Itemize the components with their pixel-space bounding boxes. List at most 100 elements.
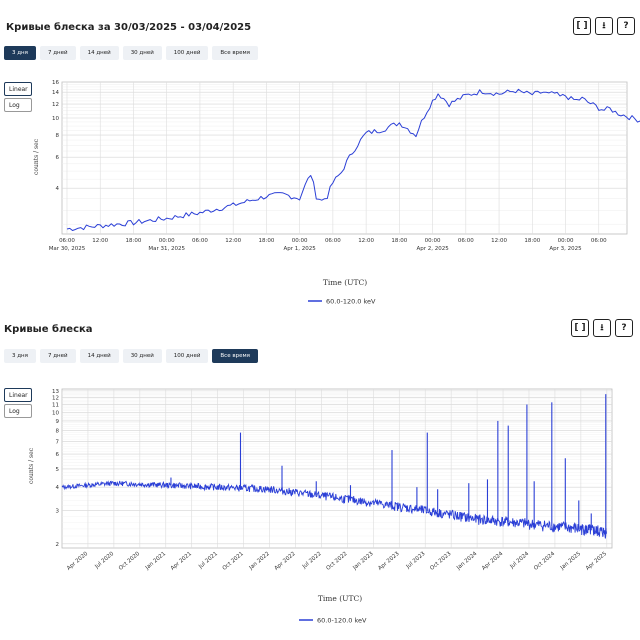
x-tick-label: 18:00: [126, 238, 142, 244]
x-tick-label: 00:00: [425, 238, 441, 244]
series-line[interactable]: [61, 480, 607, 539]
x-tick-label: 12:00: [491, 238, 507, 244]
y-axis-label: counts / sec: [28, 447, 35, 484]
x-tick-label: Jul 2020: [93, 551, 115, 571]
y-tick-label: 13: [52, 389, 59, 395]
range-tab[interactable]: 3 дня: [4, 46, 36, 60]
x-tick-label: Jan 2023: [351, 551, 375, 572]
y-tick-label: 6: [56, 452, 60, 458]
x-tick-label: 18:00: [524, 238, 540, 244]
range-tabs: 3 дня 7 дней 14 дней 30 дней 100 дней Все вре…: [4, 349, 258, 363]
x-tick-label: 12:00: [92, 238, 108, 244]
x-tick-label: 00:00: [292, 238, 308, 244]
y-tick-label: 6: [56, 155, 60, 161]
y-axis-label: counts / sec: [33, 138, 40, 175]
x-axis-label: Time (UTC): [323, 278, 367, 287]
scale-toggle: Linear Log: [4, 82, 32, 112]
plot-area: [61, 388, 613, 549]
panel-toolbar: [ ] ⭳?: [571, 319, 633, 337]
x-tick-label: 00:00: [159, 238, 175, 244]
y-tick-label: 7: [56, 439, 60, 445]
x-tick-label: Apr 2020: [66, 551, 90, 572]
x-date-label: Apr 1, 2025: [284, 246, 317, 252]
range-tabs: 3 дня 7 дней 14 дней 30 дней 100 дней Все вре…: [4, 46, 258, 60]
scale-button-linear[interactable]: Linear: [4, 82, 32, 96]
scale-button-log[interactable]: Log: [4, 98, 32, 112]
x-tick-label: Oct 2024: [533, 551, 557, 572]
x-date-label: Mar 30, 2025: [49, 246, 86, 252]
x-tick-label: Jan 2022: [248, 551, 271, 572]
light-curve-chart: counts / sec Time (UTC) 60.0-120.0 keV 4…: [33, 80, 640, 306]
range-tab[interactable]: 30 дней: [122, 349, 162, 363]
range-tab[interactable]: 100 дней: [165, 349, 209, 363]
y-tick-label: 3: [56, 509, 60, 515]
x-tick-label: Apr 2025: [585, 551, 609, 572]
x-tick-label: Jul 2024: [508, 551, 530, 571]
fullscreen-icon[interactable]: [ ]: [573, 17, 591, 35]
plot-area: [61, 81, 628, 235]
x-tick-label: Oct 2021: [222, 551, 245, 572]
x-tick-label: Oct 2020: [118, 551, 142, 572]
range-tab[interactable]: 14 дней: [79, 349, 119, 363]
x-tick-label: Jan 2025: [559, 551, 583, 572]
range-tab[interactable]: 30 дней: [122, 46, 162, 60]
scale-button-log[interactable]: Log: [4, 404, 32, 418]
y-tick-label: 8: [56, 429, 60, 435]
range-tab[interactable]: 7 дней: [39, 349, 76, 363]
x-tick-label: Jul 2022: [301, 551, 323, 571]
y-tick-label: 2: [56, 542, 60, 548]
range-tab[interactable]: Все время: [212, 349, 258, 363]
x-tick-label: Apr 2021: [170, 551, 193, 572]
x-tick-label: Jan 2021: [144, 551, 167, 572]
help-icon[interactable]: ?: [617, 17, 635, 35]
x-date-label: Apr 2, 2025: [416, 246, 449, 252]
x-tick-label: Jul 2023: [405, 551, 427, 571]
x-tick-label: 06:00: [591, 238, 607, 244]
legend-label[interactable]: 60.0-120.0 keV: [317, 617, 367, 625]
x-tick-label: 12:00: [358, 238, 374, 244]
x-tick-label: 06:00: [458, 238, 474, 244]
x-tick-label: 18:00: [258, 238, 274, 244]
x-tick-label: Oct 2022: [325, 551, 348, 572]
y-tick-label: 5: [56, 467, 60, 473]
x-tick-label: 06:00: [325, 238, 341, 244]
x-tick-label: Oct 2023: [429, 551, 453, 572]
range-tab[interactable]: 3 дня: [4, 349, 36, 363]
x-axis-label: Time (UTC): [318, 594, 362, 603]
y-tick-label: 10: [52, 410, 59, 416]
y-tick-label: 9: [56, 419, 60, 425]
x-tick-label: 06:00: [192, 238, 208, 244]
x-date-label: Apr 3, 2025: [549, 246, 582, 252]
scale-button-linear[interactable]: Linear: [4, 388, 32, 402]
x-tick-label: 00:00: [558, 238, 574, 244]
download-icon[interactable]: ⭳: [593, 319, 611, 337]
legend-label[interactable]: 60.0-120.0 keV: [326, 298, 376, 306]
y-tick-label: 10: [52, 116, 59, 122]
y-tick-label: 14: [52, 90, 59, 96]
y-tick-label: 8: [56, 133, 60, 139]
download-icon[interactable]: ⭳: [595, 17, 613, 35]
range-tab[interactable]: Все время: [212, 46, 258, 60]
y-tick-label: 4: [56, 485, 60, 491]
y-tick-label: 12: [52, 395, 59, 401]
x-tick-label: Jul 2021: [197, 551, 219, 571]
x-tick-label: Apr 2022: [274, 551, 297, 572]
y-tick-label: 12: [52, 102, 59, 108]
y-tick-label: 16: [52, 80, 59, 86]
x-tick-label: 06:00: [59, 238, 75, 244]
x-tick-label: Apr 2024: [481, 551, 505, 572]
series-line[interactable]: [66, 88, 640, 231]
scale-toggle: Linear Log: [4, 388, 32, 418]
x-tick-label: Apr 2023: [377, 551, 401, 572]
range-tab[interactable]: 100 дней: [165, 46, 209, 60]
fullscreen-icon[interactable]: [ ]: [571, 319, 589, 337]
range-tab[interactable]: 7 дней: [39, 46, 76, 60]
x-tick-label: 18:00: [391, 238, 407, 244]
x-tick-label: 12:00: [225, 238, 241, 244]
help-icon[interactable]: ?: [615, 319, 633, 337]
page-title: Кривые блеска за 30/03/2025 - 03/04/2025: [6, 22, 252, 33]
range-tab[interactable]: 14 дней: [79, 46, 119, 60]
y-tick-label: 4: [56, 186, 60, 192]
y-tick-label: 11: [52, 403, 59, 409]
x-date-label: Mar 31, 2025: [148, 246, 185, 252]
